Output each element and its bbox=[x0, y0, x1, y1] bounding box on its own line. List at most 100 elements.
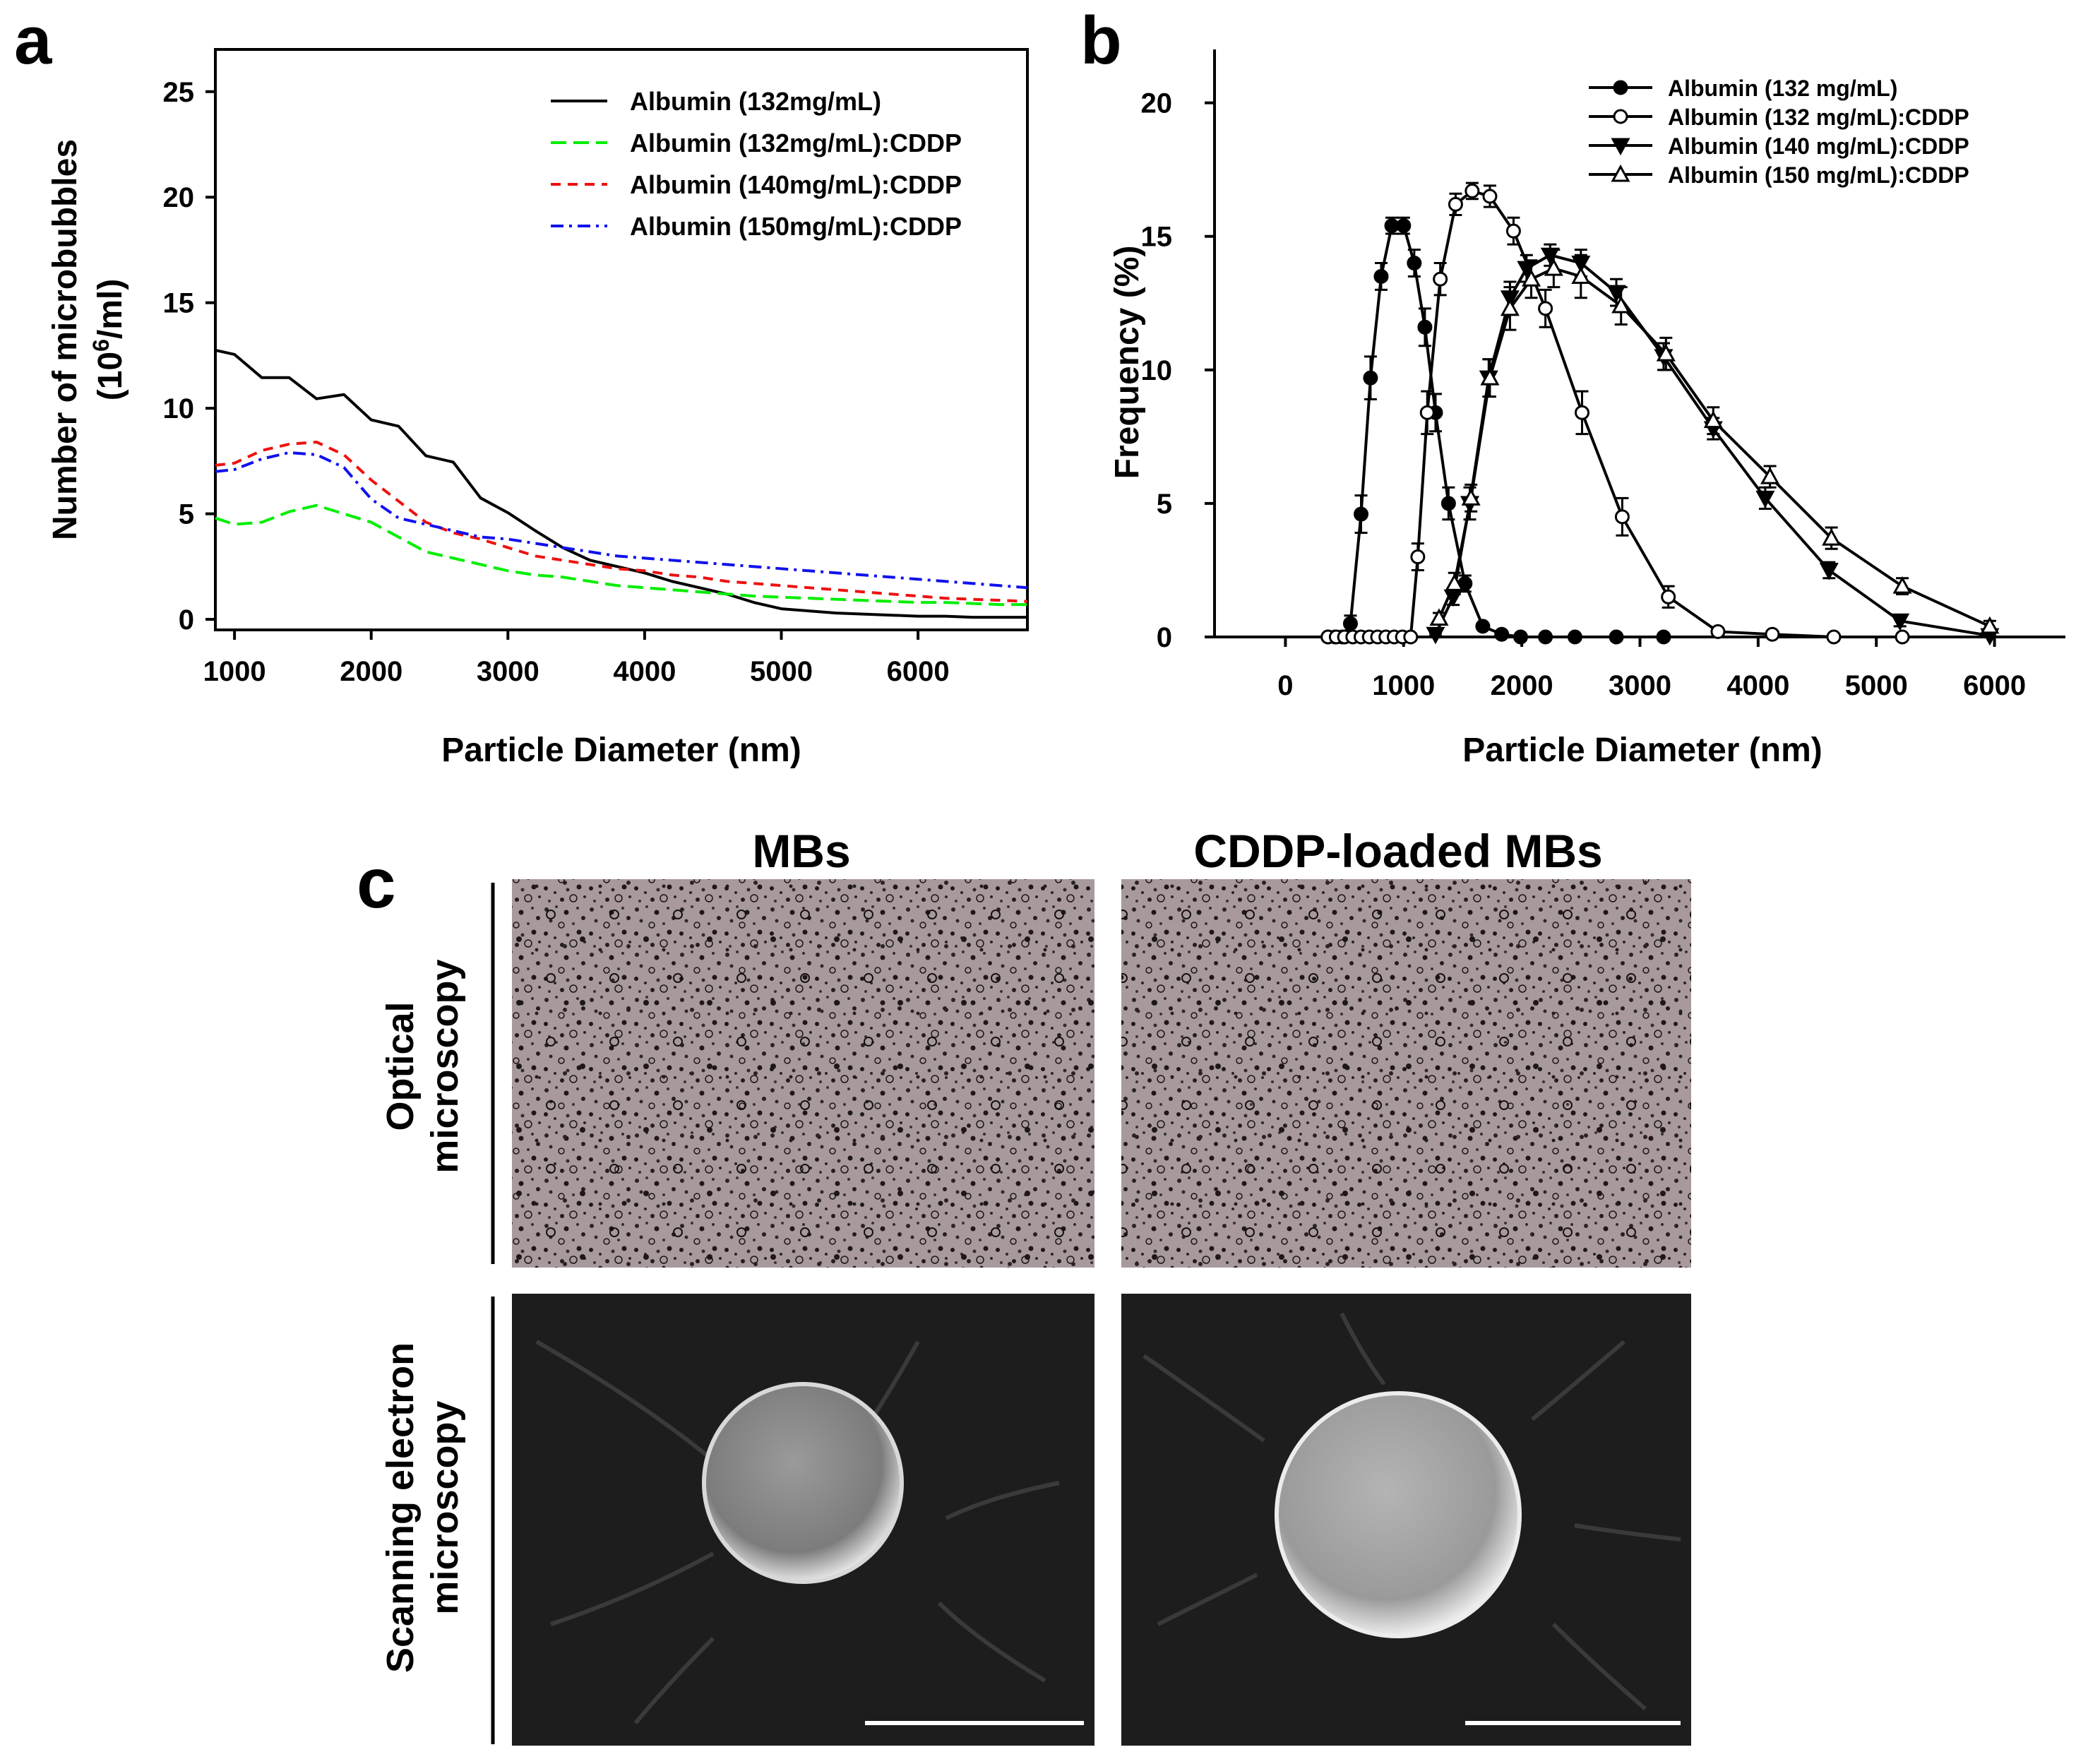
chart-a-legend-label-albumin-140mg-ml-cddp: Albumin (140mg/mL):CDDP bbox=[630, 170, 962, 199]
chart-a: 1000 2000 3000 4000 5000 6000 0 5 10 15 20 25 Album… bbox=[47, 48, 1029, 769]
panel-b-label: b bbox=[1080, 3, 1122, 78]
chart-b-legend-label-albumin-140-mg-ml-cddp: Albumin (140 mg/mL):CDDP bbox=[1668, 133, 1969, 159]
chart-a-y-axis-label: Number of microbubbles bbox=[47, 139, 84, 540]
chart-b-x-tick-label-1000: 1000 bbox=[1372, 670, 1435, 701]
chart-a-x-tick-label-2000: 2000 bbox=[340, 656, 402, 687]
chart-a-x-tick-label-1000: 1000 bbox=[203, 656, 266, 687]
chart-b-data-point bbox=[1433, 271, 1448, 287]
chart-b-data-point bbox=[1895, 629, 1910, 645]
chart-a-y-tick-label-20: 20 bbox=[163, 182, 195, 213]
sem-microbubble-cddp-mbs bbox=[1275, 1391, 1522, 1638]
col-title-cddp-mbs: CDDP-loaded MBs bbox=[1193, 825, 1602, 877]
chart-a-x-tick-label-5000: 5000 bbox=[750, 656, 813, 687]
chart-b-data-point bbox=[1419, 405, 1435, 420]
chart-b-data-point bbox=[1363, 370, 1378, 386]
chart-b-data-point bbox=[1475, 619, 1491, 634]
row-title-sem-line2: microscopy bbox=[424, 1400, 466, 1614]
chart-b-data-point bbox=[1819, 562, 1839, 580]
chart-b-data-point bbox=[1494, 626, 1510, 642]
chart-b-data-point bbox=[1611, 295, 1631, 314]
chart-b-data-point bbox=[1440, 496, 1456, 511]
chart-b-x-tick-label-2000: 2000 bbox=[1491, 670, 1553, 701]
chart-b-data-point bbox=[1760, 466, 1780, 484]
chart-b-series-albumin-150-mg-ml-cddp bbox=[1429, 249, 2000, 634]
chart-b-x-tick-label-0: 0 bbox=[1277, 670, 1293, 701]
chart-b: 0 1000 2000 3000 4000 5000 6000 0 5 10 15 20 Albumi… bbox=[1109, 49, 2065, 769]
panel-c-label: c bbox=[357, 844, 396, 923]
chart-b-data-point bbox=[1544, 258, 1563, 276]
chart-a-x-tick-label-3000: 3000 bbox=[477, 656, 539, 687]
chart-a-x-tick-label-6000: 6000 bbox=[887, 656, 950, 687]
sem-image-mbs bbox=[512, 1294, 1094, 1746]
chart-a-x-tick-label-4000: 4000 bbox=[613, 656, 676, 687]
chart-b-data-point bbox=[1396, 218, 1412, 234]
chart-b-x-tick-label-3000: 3000 bbox=[1609, 670, 1671, 701]
chart-b-y-tick-label-5: 5 bbox=[1157, 489, 1172, 520]
chart-b-data-point bbox=[1480, 368, 1500, 386]
chart-b-data-point bbox=[1656, 629, 1671, 645]
chart-b-data-point bbox=[1538, 629, 1553, 645]
sem-microbubble-mbs bbox=[702, 1382, 904, 1584]
chart-a-legend-label-albumin-132mg-ml: Albumin (132mg/mL) bbox=[630, 87, 881, 116]
chart-b-legend-marker-albumin-150-mg-ml-cddp bbox=[1611, 164, 1630, 182]
chart-b-legend-label-albumin-132-mg-ml: Albumin (132 mg/mL) bbox=[1668, 76, 1897, 101]
row-title-optical-line2: microscopy bbox=[424, 959, 466, 1173]
chart-b-data-point bbox=[1703, 410, 1723, 429]
chart-b-data-point bbox=[1505, 223, 1521, 239]
chart-b-data-point bbox=[1609, 629, 1624, 645]
chart-b-data-point bbox=[1354, 506, 1369, 522]
chart-a-y-tick-label-10: 10 bbox=[163, 393, 195, 424]
chart-b-data-point bbox=[1445, 573, 1464, 591]
chart-b-data-point bbox=[1482, 189, 1498, 204]
chart-b-data-point bbox=[1826, 629, 1842, 645]
chart-b-data-point bbox=[1892, 576, 1912, 594]
chart-b-data-point bbox=[1755, 490, 1775, 508]
chart-b-legend-label-albumin-132-mg-ml-cddp: Albumin (132 mg/mL):CDDP bbox=[1668, 105, 1969, 130]
chart-b-data-point bbox=[1890, 613, 1910, 631]
chart-b-data-point bbox=[1410, 549, 1426, 565]
chart-b-data-point bbox=[1661, 589, 1676, 604]
chart-b-legend-marker-albumin-140-mg-ml-cddp bbox=[1611, 138, 1630, 156]
chart-b-data-point bbox=[1342, 616, 1358, 631]
chart-b-legend-marker-albumin-132-mg-ml-cddp bbox=[1613, 109, 1628, 124]
chart-a-y-axis-unit: (106/ml) bbox=[88, 279, 129, 401]
chart-b-data-point bbox=[1521, 269, 1541, 287]
chart-b-data-point bbox=[1403, 629, 1419, 645]
chart-b-data-point bbox=[1765, 626, 1780, 642]
chart-b-data-point bbox=[1656, 344, 1676, 362]
chart-b-data-point bbox=[1407, 256, 1422, 271]
chart-b-series-line-albumin-150-mg-ml-cddp bbox=[1438, 266, 1991, 628]
sem-image-cddp-mbs bbox=[1121, 1294, 1691, 1746]
chart-a-plot-frame bbox=[214, 48, 1029, 631]
chart-b-x-axis-label: Particle Diameter (nm) bbox=[1462, 732, 1823, 769]
row-title-sem-line1: Scanning electron bbox=[379, 1342, 422, 1673]
chart-b-x-tick-label-4000: 4000 bbox=[1726, 670, 1789, 701]
chart-b-y-tick-label-20: 20 bbox=[1141, 88, 1173, 119]
chart-b-data-point bbox=[1710, 624, 1726, 639]
chart-b-legend-marker-albumin-132-mg-ml bbox=[1613, 80, 1628, 95]
chart-b-y-tick-label-10: 10 bbox=[1141, 355, 1173, 386]
chart-a-series-line-albumin-140mg-ml-cddp bbox=[215, 440, 1028, 603]
chart-b-data-point bbox=[1448, 196, 1463, 212]
chart-a-y-tick-label-5: 5 bbox=[179, 499, 194, 530]
chart-b-data-point bbox=[1426, 626, 1445, 645]
chart-b-data-point bbox=[1461, 488, 1481, 506]
chart-b-data-point bbox=[1574, 405, 1589, 420]
chart-b-data-point bbox=[1500, 298, 1520, 316]
chart-a-series-line-albumin-132mg-ml bbox=[215, 348, 1027, 619]
chart-b-x-tick-label-5000: 5000 bbox=[1845, 670, 1908, 701]
chart-a-series-line-albumin-150mg-ml-cddp bbox=[215, 451, 1028, 590]
chart-a-legend-label-albumin-150mg-ml-cddp: Albumin (150mg/mL):CDDP bbox=[630, 212, 962, 241]
chart-b-data-point bbox=[1538, 301, 1553, 316]
row-title-optical-line1: Optical bbox=[379, 1001, 422, 1131]
chart-b-x-tick-label-6000: 6000 bbox=[1963, 670, 2026, 701]
chart-a-series-line-albumin-132mg-ml-cddp bbox=[215, 503, 1027, 607]
chart-b-data-point bbox=[1513, 629, 1528, 645]
chart-b-data-point bbox=[1571, 266, 1591, 284]
chart-b-data-point bbox=[1614, 509, 1630, 525]
optical-image-mbs bbox=[512, 879, 1094, 1268]
chart-b-data-point bbox=[1822, 528, 1842, 546]
chart-b-series-albumin-132-mg-ml-cddp bbox=[1320, 181, 1910, 645]
chart-b-data-point bbox=[1567, 629, 1582, 645]
